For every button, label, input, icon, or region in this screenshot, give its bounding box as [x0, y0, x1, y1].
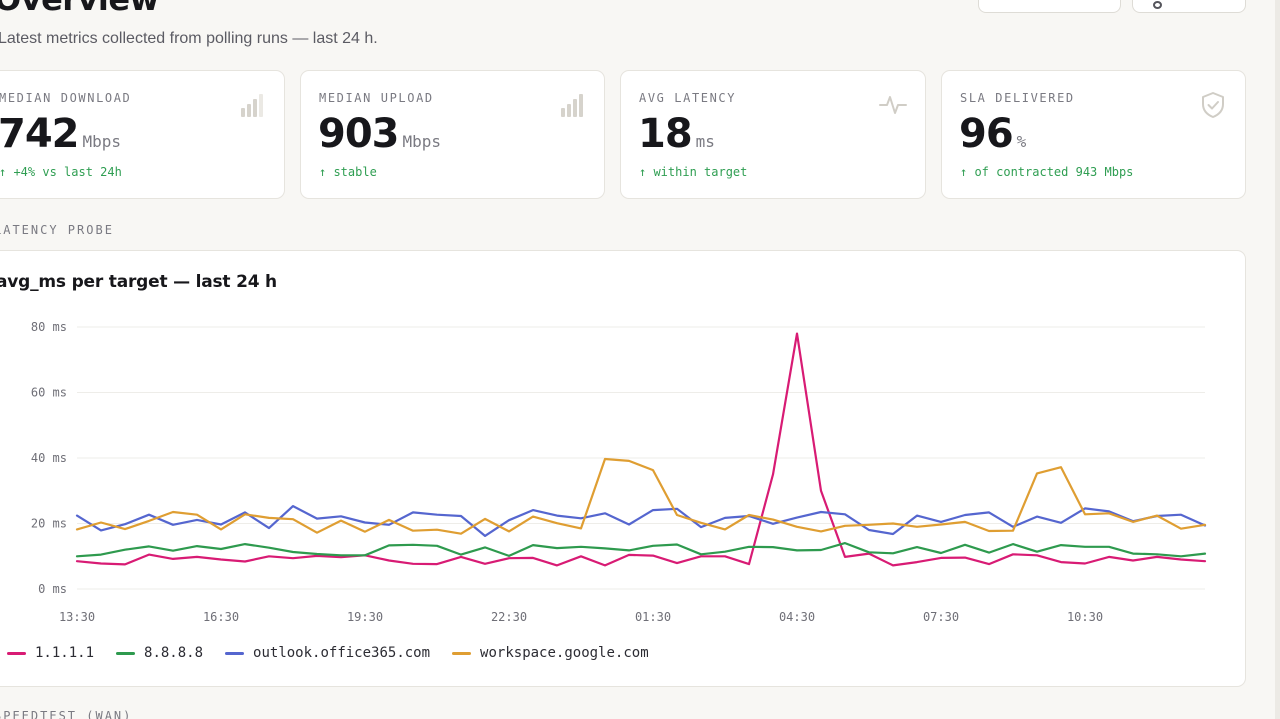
chart-legend: 1.1.1.1 8.8.8.8 outlook.office365.com wo… [7, 645, 649, 661]
signal-bars-icon [241, 94, 263, 117]
legend-label: 8.8.8.8 [144, 645, 204, 661]
stat-delta: ↑ of contracted 943 Mbps [960, 165, 1134, 179]
y-tick-label: 20 ms [31, 517, 67, 531]
stat-unit: ms [695, 132, 715, 151]
x-tick-label: 01:30 [635, 610, 671, 624]
section-label-latency-probe: LATENCY PROBE [0, 223, 114, 237]
legend-item[interactable]: workspace.google.com [452, 645, 649, 661]
x-tick-label: 19:30 [347, 610, 383, 624]
stat-card-median-upload: MEDIAN UPLOAD 903 Mbps ↑ stable [300, 70, 605, 199]
legend-label: workspace.google.com [480, 645, 649, 661]
x-tick-label: 13:30 [59, 610, 95, 624]
chart-series [75, 332, 1207, 567]
pulse-icon [879, 96, 907, 114]
x-tick-label: 07:30 [923, 610, 959, 624]
y-tick-label: 40 ms [31, 451, 67, 465]
series-line-2 [75, 541, 1207, 558]
stat-card-sla-delivered: SLA DELIVERED 96% ↑ of contracted 943 Mb… [941, 70, 1246, 199]
series-line-3 [75, 505, 1207, 538]
x-tick-label: 16:30 [203, 610, 239, 624]
stat-unit: Mbps [402, 132, 442, 151]
chart-x-ticks: 13:30 16:30 19:30 22:30 01:30 04:30 07:30 10:30 [59, 610, 1103, 624]
legend-swatch [452, 651, 472, 655]
button-icon [1153, 1, 1162, 9]
y-tick-label: 80 ms [31, 320, 67, 334]
header-secondary-button[interactable] [1132, 0, 1246, 13]
legend-item[interactable]: 8.8.8.8 [116, 645, 203, 661]
stat-delta: ↑ +4% vs last 24h [0, 165, 122, 179]
latency-chart-card [0, 250, 1246, 687]
legend-item[interactable]: 1.1.1.1 [7, 645, 94, 661]
stat-value: 903 Mbps [318, 111, 442, 157]
section-label-speedtest: SPEEDTEST (WAN) [0, 709, 133, 719]
stat-unit: Mbps [82, 132, 122, 151]
x-tick-label: 10:30 [1067, 610, 1103, 624]
stat-value: 742 Mbps [0, 111, 122, 157]
series-line-4 [75, 457, 1207, 535]
x-tick-label: 22:30 [491, 610, 527, 624]
series-line-1 [75, 332, 1207, 567]
stat-delta: ↑ stable [319, 165, 377, 179]
stat-label: MEDIAN UPLOAD [319, 91, 434, 105]
chart-gridlines [77, 326, 1205, 590]
legend-swatch [225, 651, 245, 655]
stat-value: 18 ms [638, 111, 715, 157]
scrollbar[interactable] [1275, 0, 1280, 719]
stat-label: MEDIAN DOWNLOAD [0, 91, 132, 105]
y-tick-label: 0 ms [38, 582, 67, 596]
shield-check-icon [1202, 92, 1224, 118]
legend-swatch [116, 651, 136, 655]
x-tick-label: 04:30 [779, 610, 815, 624]
stat-card-median-download: MEDIAN DOWNLOAD 742 Mbps ↑ +4% vs last 24… [0, 70, 285, 199]
page-subtitle: Latest metrics collected from polling ru… [0, 30, 378, 47]
chart-y-ticks: 0 ms 20 ms 40 ms 60 ms 80 ms [31, 320, 67, 596]
legend-label: 1.1.1.1 [35, 645, 95, 661]
y-tick-label: 60 ms [31, 386, 67, 400]
header-action-button[interactable] [978, 0, 1121, 13]
legend-label: outlook.office365.com [253, 645, 431, 661]
legend-item[interactable]: outlook.office365.com [225, 645, 430, 661]
signal-bars-icon [561, 94, 583, 117]
stat-label: AVG LATENCY [639, 91, 737, 105]
stat-unit: % [1016, 132, 1027, 151]
latency-chart: 0 ms 20 ms 40 ms 60 ms 80 ms 13:30 16:30 19:30… [31, 320, 1207, 624]
legend-swatch [7, 651, 26, 655]
page-title: Overview [0, 0, 159, 18]
stat-card-avg-latency: AVG LATENCY 18 ms ↑ within target [620, 70, 926, 199]
stat-delta: ↑ within target [639, 165, 748, 179]
chart-title: avg_ms per target — last 24 h [0, 272, 277, 292]
stat-value: 96% [959, 111, 1027, 157]
stat-label: SLA DELIVERED [960, 91, 1075, 105]
